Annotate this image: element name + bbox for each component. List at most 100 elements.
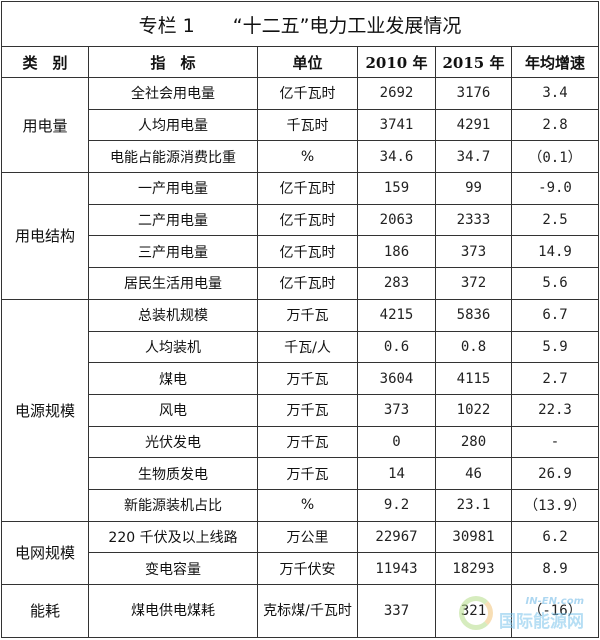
unit-cell: 万千瓦 (257, 298, 358, 332)
value-2010-cell: 34.6 (357, 140, 436, 174)
category-cell: 能耗 (1, 584, 89, 638)
value-2015-cell: 34.7 (435, 140, 512, 174)
unit-cell: 万千瓦 (257, 457, 358, 490)
unit-cell: 万千伏安 (257, 552, 358, 585)
value-2015-cell: 2333 (435, 203, 512, 237)
table-row: 人均装机 千瓦/人 0.6 0.8 5.9 (2, 330, 600, 364)
value-2010-cell: 0 (357, 425, 436, 459)
value-2015-cell: 4291 (435, 108, 512, 142)
table-row: 电网规模 220 千伏及以上线路 万公里 22967 30981 6.2 (1, 520, 600, 586)
value-2010-cell: 22967 (357, 520, 436, 554)
value-2010-cell: 186 (357, 235, 436, 269)
growth-cell: 2.5 (510, 203, 600, 237)
indicator-cell: 电能占能源消费比重 (88, 140, 258, 174)
indicator-cell: 光伏发电 (88, 425, 258, 459)
value-2015-cell: 23.1 (435, 488, 512, 522)
unit-cell: 亿千瓦时 (257, 172, 358, 205)
table-title: 专栏 1 “十二五”电力工业发展情况 (0, 1, 600, 47)
growth-cell: 5.9 (510, 330, 600, 364)
table-row: 电源规模 总装机规模 万千瓦 4215 5836 6.7 (1, 298, 600, 522)
growth-cell: 5.6 (510, 267, 600, 300)
category-cell: 用电结构 (1, 172, 89, 300)
unit-cell: 亿千瓦时 (257, 77, 358, 110)
unit-cell: 千瓦/人 (257, 330, 358, 364)
growth-cell: （0.1） (510, 140, 600, 174)
table-row: 电能占能源消费比重% 34.6 34.7 （0.1） (2, 140, 600, 174)
indicator-cell: 220 千伏及以上线路 (88, 520, 258, 554)
indicator-cell: 总装机规模 (88, 298, 258, 332)
value-2015-cell: 30981 (435, 520, 512, 554)
value-2010-cell: 3604 (357, 362, 436, 395)
value-2015-cell: 3176 (435, 77, 512, 110)
category-cell: 用电量 (1, 76, 89, 174)
value-2010-cell: 0.6 (357, 330, 436, 364)
value-2010-cell: 337 (357, 584, 436, 638)
indicator-cell: 煤电供电煤耗 (88, 584, 258, 638)
indicator-cell: 煤电 (88, 362, 258, 395)
growth-cell: 14.9 (510, 235, 600, 269)
value-2015-cell: 321 (435, 584, 512, 638)
header-category: 类 别 (1, 46, 89, 78)
value-2010-cell: 2692 (357, 77, 436, 110)
value-2010-cell: 11943 (357, 552, 436, 585)
indicator-cell: 人均装机 (88, 330, 258, 364)
value-2015-cell: 372 (435, 267, 512, 300)
growth-cell: 8.9 (510, 552, 600, 585)
unit-cell: 万千瓦 (257, 362, 358, 395)
value-2015-cell: 4115 (435, 362, 512, 395)
value-2010-cell: 159 (357, 172, 436, 205)
unit-cell: 万千瓦 (257, 393, 358, 427)
growth-cell: （13.9） (510, 488, 600, 522)
indicator-cell: 居民生活用电量 (88, 267, 258, 300)
header-indicator: 指 标 (88, 46, 258, 78)
growth-cell: 6.2 (510, 520, 600, 554)
indicator-cell: 一产用电量 (88, 172, 258, 205)
value-2015-cell: 373 (435, 235, 512, 269)
unit-cell: % (257, 488, 358, 522)
table-row: 居民生活用电量 亿千瓦时 283 372 5.6 (2, 267, 600, 300)
growth-cell: 3.4 (510, 77, 600, 110)
value-2010-cell: 373 (357, 393, 436, 427)
growth-cell: - (510, 425, 600, 459)
growth-cell: 6.7 (510, 298, 600, 332)
table-row: 用电量 全社会用电量 亿千瓦时 2692 3176 3.4 (1, 76, 600, 174)
value-2015-cell: 5836 (435, 298, 512, 332)
unit-cell: 亿千瓦时 (257, 235, 358, 269)
value-2015-cell: 1022 (435, 393, 512, 427)
value-2010-cell: 9.2 (357, 488, 436, 522)
header-2010: 2010 年 (357, 46, 436, 78)
unit-cell: % (257, 140, 358, 174)
growth-cell: 22.3 (510, 393, 600, 427)
value-2010-cell: 14 (357, 457, 436, 490)
header-growth: 年均增速 (510, 46, 600, 78)
value-2010-cell: 2063 (357, 203, 436, 237)
indicator-cell: 变电容量 (88, 552, 258, 585)
indicator-cell: 风电 (88, 393, 258, 427)
unit-cell: 千瓦时 (257, 108, 358, 142)
unit-cell: 亿千瓦时 (257, 203, 358, 237)
indicator-cell: 全社会用电量 (88, 77, 258, 110)
value-2015-cell: 99 (435, 172, 512, 205)
table-row: 生物质发电 万千瓦 14 46 26.9 (2, 457, 600, 490)
table-row: 光伏发电 万千瓦 0 280- (2, 425, 600, 459)
growth-cell: 2.8 (510, 108, 600, 142)
value-2015-cell: 46 (435, 457, 512, 490)
table-row: 人均用电量 千瓦时 3741 4291 2.8 (2, 108, 600, 142)
table-row: 用电结构 一产用电量 亿千瓦时 159 99 -9.0 (1, 172, 600, 300)
table-row: 煤电 万千瓦 3604 4115 2.7 (2, 362, 600, 395)
unit-cell: 万千瓦 (257, 425, 358, 459)
table-row: 三产用电量 亿千瓦时 186 373 14.9 (2, 235, 600, 269)
table-row: 变电容量 万千伏安 11943 18293 8.9 (2, 552, 600, 585)
table-row: 风电 万千瓦 373 1022 22.3 (2, 393, 600, 427)
indicator-cell: 生物质发电 (88, 457, 258, 490)
indicator-cell: 新能源装机占比 (88, 488, 258, 522)
value-2015-cell: 0.8 (435, 330, 512, 364)
indicator-cell: 二产用电量 (88, 203, 258, 237)
table-row: 二产用电量 亿千瓦时 2063 2333 2.5 (2, 203, 600, 237)
table-row: 新能源装机占比% 9.2 23.1 （13.9） (2, 488, 600, 522)
indicator-cell: 三产用电量 (88, 235, 258, 269)
growth-cell: -9.0 (510, 172, 600, 205)
header-2015: 2015 年 (435, 46, 512, 78)
unit-cell: 克标煤/千瓦时 (257, 584, 358, 638)
